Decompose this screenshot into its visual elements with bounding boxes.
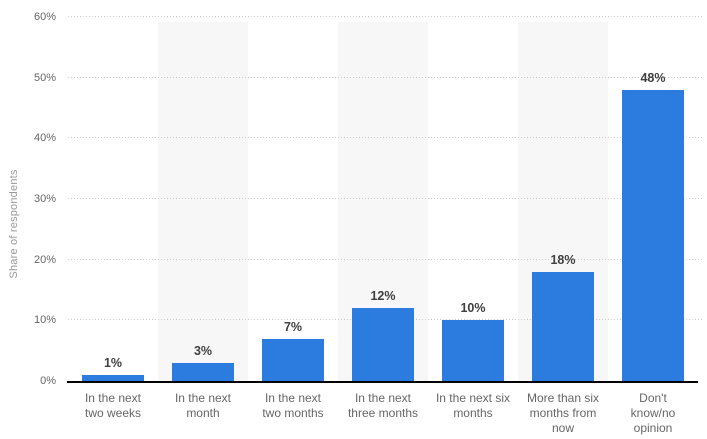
y-axis-tick-label: 60% xyxy=(33,11,56,23)
bar xyxy=(172,362,234,381)
gridline xyxy=(68,137,702,139)
x-axis-category-label: In the next six months xyxy=(435,391,511,420)
bar-value-label: 3% xyxy=(193,343,213,358)
x-axis-category-label: In the next three months xyxy=(347,391,419,420)
y-axis-tick-label: 30% xyxy=(33,193,56,205)
x-axis-category-label: Don't know/no opinion xyxy=(630,391,676,435)
bar xyxy=(82,374,144,381)
y-axis-tick-label: 50% xyxy=(33,71,56,84)
bar-value-label: 12% xyxy=(370,289,396,304)
bar xyxy=(352,308,414,381)
x-axis-category-label: In the next month xyxy=(174,391,232,420)
x-axis-category-label: More than six months from now xyxy=(526,391,600,435)
bar xyxy=(442,320,504,381)
y-axis-tick-label: 0% xyxy=(40,375,56,387)
bar-value-label: 18% xyxy=(550,252,576,267)
y-axis-tick-label: 10% xyxy=(33,314,56,327)
gridline xyxy=(68,76,702,78)
x-axis-category-label: In the next two weeks xyxy=(84,391,142,420)
bar xyxy=(622,89,684,381)
gridline xyxy=(68,198,702,199)
bar-value-label: 1% xyxy=(103,355,123,370)
y-axis-tick-label: 40% xyxy=(33,132,56,145)
gridline xyxy=(68,258,702,260)
bar xyxy=(532,271,594,381)
y-axis-tick-label: 20% xyxy=(33,253,56,266)
x-axis-category-label: In the next two months xyxy=(262,391,324,420)
gridline xyxy=(68,16,702,17)
bar xyxy=(262,338,324,381)
bar-value-label: 7% xyxy=(283,319,303,334)
bar-value-label: 10% xyxy=(460,301,486,316)
plot-band xyxy=(158,22,248,381)
bar-value-label: 48% xyxy=(640,70,666,85)
x-axis-line xyxy=(67,381,698,383)
